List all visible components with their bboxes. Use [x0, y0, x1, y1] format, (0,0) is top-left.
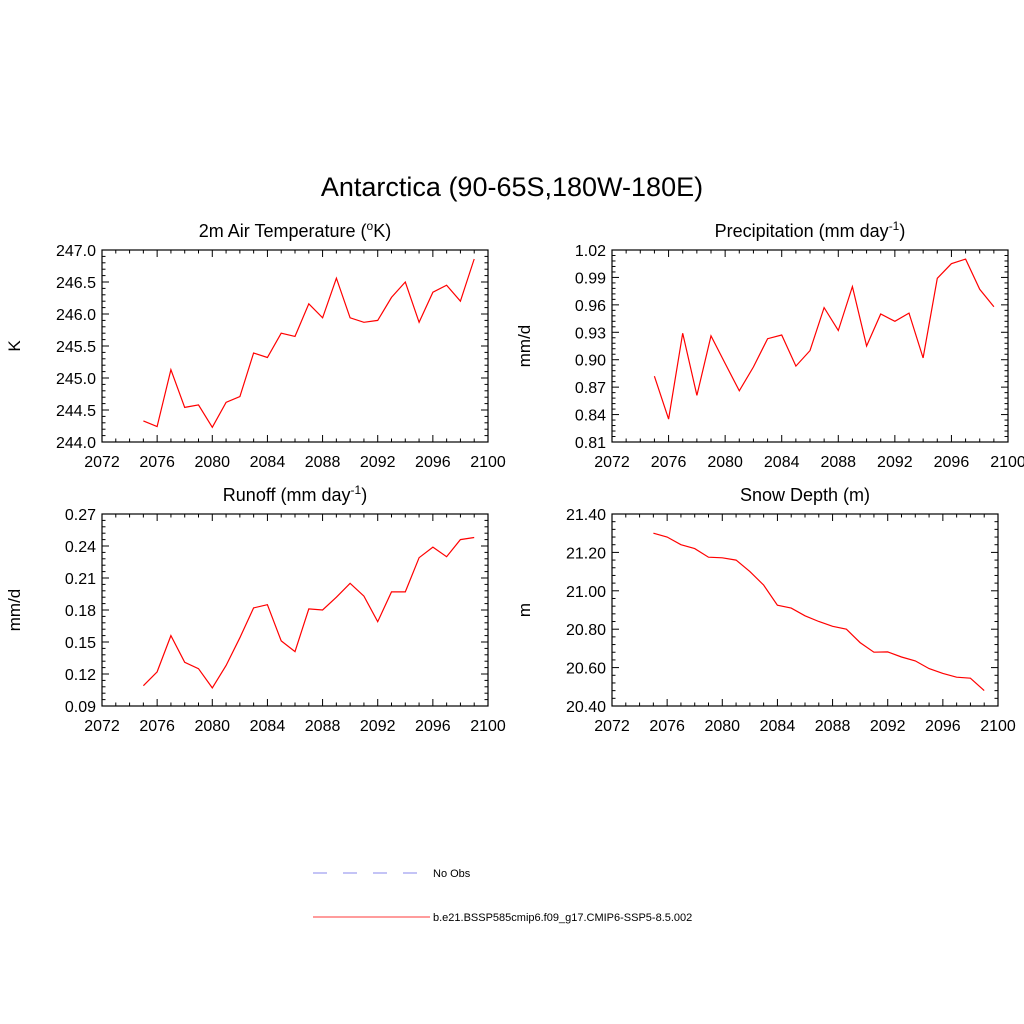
- x-tick-label: 2088: [305, 718, 341, 735]
- series-line: [142, 536, 475, 689]
- chart-panel-4: Snow Depth (m) 2072 2076 2080 2084 2088 2092 20…: [515, 485, 1016, 735]
- legend: No Obs b.e21.BSSP585cmip6.f09_g17.CMIP6-S…: [313, 868, 692, 924]
- x-tick-label: 2076: [649, 718, 685, 735]
- y-tick-label: 0.87: [575, 380, 606, 397]
- y-tick-label: 20.60: [566, 661, 606, 678]
- x-tick-label: 2096: [934, 454, 970, 471]
- panel-title-main: Runoff (mm day: [223, 485, 351, 505]
- x-tick-label: 2088: [815, 718, 851, 735]
- figure-title: Antarctica (90-65S,180W-180E): [321, 172, 703, 202]
- x-tick-label: 2072: [594, 454, 630, 471]
- legend-label: b.e21.BSSP585cmip6.f09_g17.CMIP6-SSP5-8.…: [433, 912, 692, 924]
- panel-title-superscript: -1: [351, 483, 362, 497]
- y-tick-label: 21.20: [566, 545, 606, 562]
- x-tick-label: 2080: [194, 718, 230, 735]
- y-axis-label: mm/d: [515, 325, 534, 368]
- x-tick-label: 2084: [760, 718, 796, 735]
- y-tick-label: 0.90: [575, 353, 606, 370]
- y-tick-label: 21.00: [566, 584, 606, 601]
- y-tick-label: 0.09: [65, 699, 96, 716]
- x-tick-label: 2076: [651, 454, 687, 471]
- y-tick-label: 244.5: [56, 403, 96, 420]
- panel-title-superscript: o: [367, 219, 374, 233]
- x-tick-label: 2080: [707, 454, 743, 471]
- x-tick-label: 2100: [990, 454, 1024, 471]
- y-tick-label: 20.80: [566, 622, 606, 639]
- x-tick-label: 2100: [470, 718, 506, 735]
- x-tick-label: 2092: [360, 454, 396, 471]
- y-tick-label: 21.40: [566, 507, 606, 524]
- x-tick-label: 2088: [305, 454, 341, 471]
- panel-title: Runoff (mm day-1): [223, 483, 367, 505]
- y-tick-label: 0.96: [575, 298, 606, 315]
- plot-frame: [101, 513, 489, 707]
- x-tick-label: 2096: [415, 718, 451, 735]
- panel-title-main: Snow Depth (m): [740, 485, 870, 505]
- y-tick-label: 0.15: [65, 635, 96, 652]
- x-tick-label: 2100: [470, 454, 506, 471]
- chart-panel-1: 2m Air Temperature (oK) 2072 2076 2080 2084 2…: [5, 219, 506, 471]
- x-tick-label: 2096: [925, 718, 961, 735]
- series-line: [653, 532, 985, 692]
- y-tick-label: 0.81: [575, 435, 606, 452]
- plot-frame: [611, 249, 1009, 443]
- y-axis-label: mm/d: [5, 589, 24, 632]
- y-tick-label: 0.12: [65, 667, 96, 684]
- y-tick-label: 246.0: [56, 307, 96, 324]
- y-tick-label: 246.5: [56, 275, 96, 292]
- panel-title-main: Precipitation (mm day: [715, 221, 889, 241]
- y-tick-label: 20.40: [566, 699, 606, 716]
- x-tick-label: 2092: [360, 718, 396, 735]
- x-tick-label: 2084: [250, 454, 286, 471]
- x-tick-label: 2072: [594, 718, 630, 735]
- y-axis-label: m: [515, 603, 534, 617]
- panels-group: 2m Air Temperature (oK)2072 2076 2080 2084 2…: [5, 219, 1024, 735]
- x-tick-label: 2072: [84, 718, 120, 735]
- panel-title: Precipitation (mm day-1): [715, 219, 906, 241]
- y-tick-label: 245.0: [56, 371, 96, 388]
- y-axis-label: K: [5, 340, 24, 352]
- panel-title-superscript: -1: [889, 219, 900, 233]
- y-tick-label: 0.24: [65, 539, 96, 556]
- y-tick-label: 0.84: [575, 408, 606, 425]
- plot-frame: [611, 513, 999, 707]
- y-tick-label: 247.0: [56, 243, 96, 260]
- panel-title-end: K): [373, 221, 391, 241]
- panel-title-end: ): [361, 485, 367, 505]
- y-tick-label: 0.93: [575, 325, 606, 342]
- y-tick-label: 0.21: [65, 571, 96, 588]
- x-tick-label: 2092: [877, 454, 913, 471]
- panel-title: Snow Depth (m): [740, 485, 870, 505]
- panel-title-main: 2m Air Temperature (: [199, 221, 367, 241]
- x-tick-label: 2080: [194, 454, 230, 471]
- panel-title: 2m Air Temperature (oK): [199, 219, 391, 241]
- series-line: [143, 258, 475, 429]
- x-tick-label: 2084: [250, 718, 286, 735]
- x-tick-label: 2088: [820, 454, 856, 471]
- y-tick-label: 1.02: [575, 243, 606, 260]
- y-tick-label: 0.27: [65, 507, 96, 524]
- x-tick-label: 2084: [764, 454, 800, 471]
- panel-title-end: ): [899, 221, 905, 241]
- x-tick-label: 2076: [139, 454, 175, 471]
- chart-panel-2: Precipitation (mm day-1) 2072 2076 2080 2084…: [515, 219, 1024, 471]
- x-tick-label: 2092: [870, 718, 906, 735]
- y-tick-label: 0.18: [65, 603, 96, 620]
- x-tick-label: 2096: [415, 454, 451, 471]
- chart-panel-3: Runoff (mm day-1) 2072 2076 2080 2084 2088 209…: [5, 483, 506, 735]
- y-tick-label: 0.99: [575, 270, 606, 287]
- y-tick-label: 245.5: [56, 339, 96, 356]
- x-tick-label: 2072: [84, 454, 120, 471]
- legend-label: No Obs: [433, 868, 471, 880]
- x-tick-label: 2080: [704, 718, 740, 735]
- y-tick-label: 244.0: [56, 435, 96, 452]
- x-tick-label: 2100: [980, 718, 1016, 735]
- series-line: [653, 258, 995, 420]
- x-tick-label: 2076: [139, 718, 175, 735]
